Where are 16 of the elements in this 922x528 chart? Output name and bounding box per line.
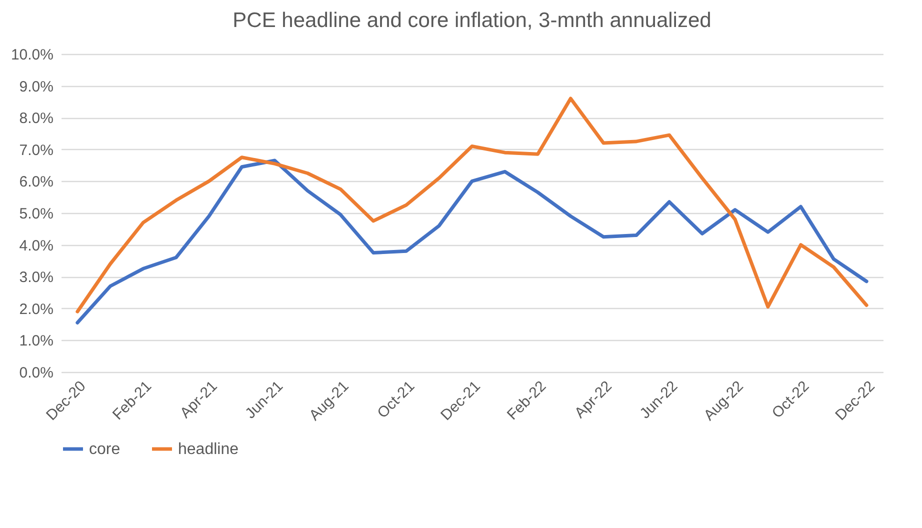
y-tick-label: 9.0% xyxy=(19,78,54,96)
line-series xyxy=(76,158,868,324)
y-tick-label: 8.0% xyxy=(19,110,54,128)
y-tick-label: 1.0% xyxy=(19,332,54,350)
y-tick-label: 6.0% xyxy=(19,174,54,191)
line-series xyxy=(76,96,868,314)
chart-title: PCE headline and core inflation, 3-mnth annualized xyxy=(232,9,712,32)
y-tick-label: 4.0% xyxy=(19,237,54,254)
y-tick-label: 5.0% xyxy=(19,206,54,222)
y-tick-label: 2.0% xyxy=(19,300,54,318)
y-tick-label: 3.0% xyxy=(19,269,54,286)
y-tick-label: 10.0% xyxy=(10,46,54,64)
legend-label: headline xyxy=(178,441,239,458)
legend-label: core xyxy=(89,441,120,458)
y-tick-label: 7.0% xyxy=(19,142,54,159)
y-tick-label: 0.0% xyxy=(19,364,54,382)
